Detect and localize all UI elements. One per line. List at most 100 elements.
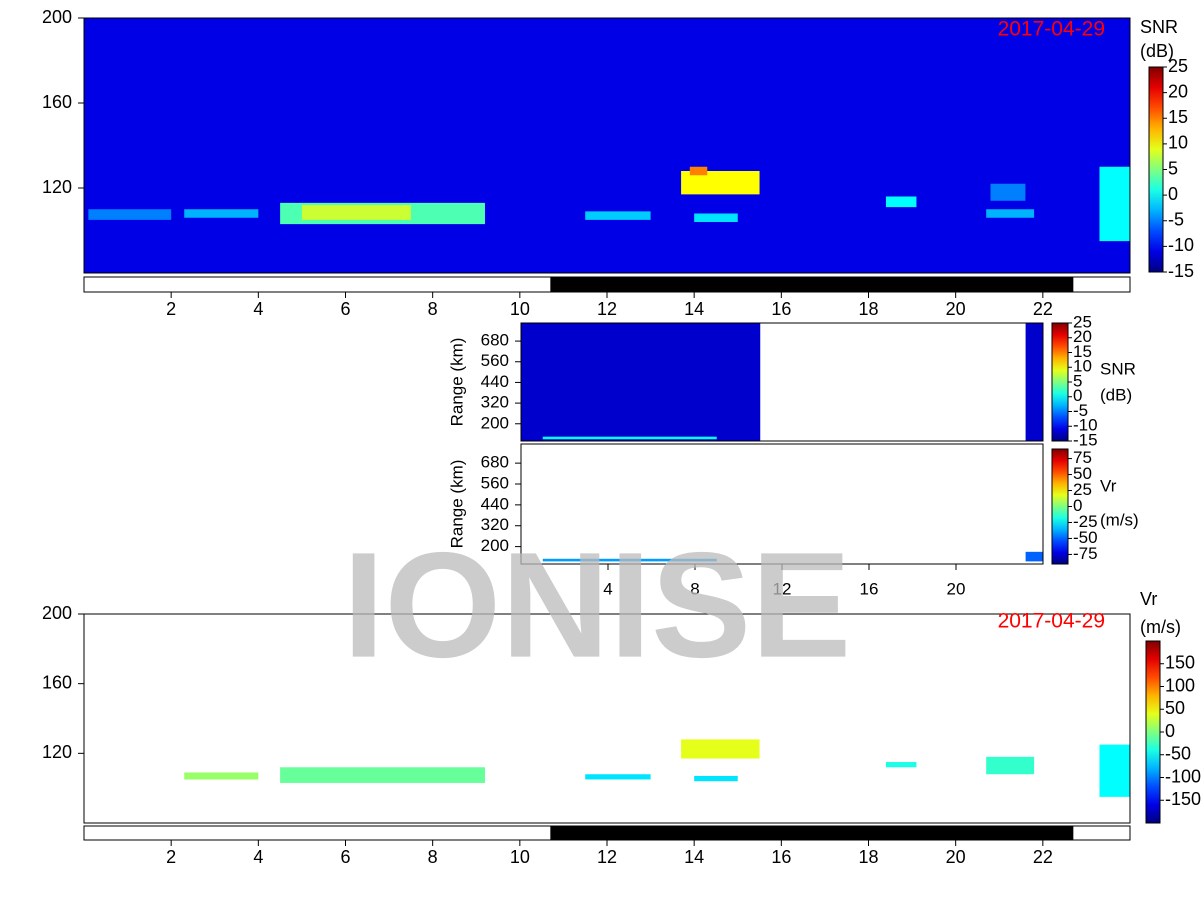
colorbar-tick-label: 25 [1168,56,1188,76]
echo-cell [885,762,917,768]
echo-cell [184,209,259,218]
colorbar-unit: (dB) [1100,385,1132,404]
y-tick-label: 560 [481,351,509,370]
echo-cell [990,183,1026,201]
colorbar-title: Vr [1100,476,1117,495]
colorbar-tick-label: 10 [1073,357,1092,376]
x-tick-label: 22 [1033,299,1053,319]
colorbar-unit: (m/s) [1140,617,1181,637]
plot-frame [83,613,1131,824]
x-tick-label: 22 [1033,847,1053,867]
colorbar-tick-label: -10 [1168,235,1194,255]
x-tick-label: 20 [946,299,966,319]
colorbar-tick-label: 75 [1073,448,1092,467]
colorbar-tick-label: 100 [1165,675,1195,695]
colorbar-title: SNR [1140,17,1178,37]
x-tick-label: 14 [684,299,704,319]
colorbar-title: Vr [1140,589,1157,609]
colorbar [1148,66,1164,273]
colorbar-tick-label: 50 [1165,698,1185,718]
colorbar-tick-label: 25 [1073,480,1092,499]
night-segment [550,826,1074,840]
background-noise [84,18,1130,273]
colorbar-unit: (dB) [1140,41,1174,61]
echo-cell [1025,551,1043,562]
colorbar-tick-label: 15 [1073,342,1092,361]
x-tick-label: 18 [858,299,878,319]
colorbar [1051,322,1069,442]
colorbar [1145,640,1161,824]
colorbar-tick-label: -5 [1168,210,1184,230]
colorbar-tick-label: -10 [1073,416,1098,435]
echo-cell [542,558,717,562]
x-tick-label: 16 [860,579,879,598]
echo-cell [1099,166,1130,242]
echo-cell [694,775,738,782]
echo-cell [885,196,917,208]
echo-cell [986,756,1035,775]
x-tick-label: 2 [166,299,176,319]
y-tick-label: 320 [481,393,509,412]
x-tick-label: 6 [340,847,350,867]
echo-cell [280,767,485,783]
y-tick-label: 440 [481,494,509,513]
x-tick-label: 16 [771,299,791,319]
x-tick-label: 12 [773,579,792,598]
echo-cell [681,739,760,759]
watermark: IONISE [343,521,851,689]
x-tick-label: 8 [428,299,438,319]
y-tick-label: 160 [42,92,72,112]
y-tick-label: 200 [481,536,509,555]
x-tick-label: 16 [771,847,791,867]
colorbar-tick-label: -75 [1073,544,1098,563]
x-tick-label: 6 [340,299,350,319]
plot-area [84,614,1130,823]
colorbar [1051,448,1069,565]
colorbar-tick-label: -15 [1168,261,1194,281]
x-tick-label: 20 [946,847,966,867]
echo-cell [585,211,651,220]
echo-cell [184,772,259,780]
y-axis-label: Range (km) [447,338,466,427]
x-tick-label: 8 [428,847,438,867]
colorbar-tick-label: -15 [1073,430,1098,449]
colorbar-tick-label: -150 [1165,789,1201,809]
x-tick-label: 4 [253,299,263,319]
y-tick-label: 200 [42,7,72,27]
colorbar-tick-label: -50 [1073,528,1098,547]
colorbar-tick-label: -5 [1073,401,1088,420]
x-tick-label: 18 [858,847,878,867]
y-tick-label: 120 [42,177,72,197]
y-tick-label: 320 [481,515,509,534]
colorbar-tick-label: -50 [1165,744,1191,764]
colorbar-tick-label: -25 [1073,512,1098,531]
colorbar-tick-label: 0 [1073,496,1082,515]
colorbar-tick-label: 5 [1073,371,1082,390]
y-tick-label: 560 [481,473,509,492]
plot-area [521,444,1043,564]
y-tick-label: 200 [42,603,72,623]
colorbar-tick-label: 20 [1168,81,1188,101]
echo-cell [681,171,760,195]
echo-cell [88,209,172,220]
colorbar-tick-label: 0 [1165,721,1175,741]
x-tick-label: 10 [510,847,530,867]
echo-cell [521,323,761,441]
echo-cell [585,774,651,780]
echo-cell [301,205,411,220]
colorbar-tick-label: 20 [1073,327,1092,346]
colorbar-tick-label: 15 [1168,107,1188,127]
echo-cell [542,436,717,440]
y-tick-label: 200 [481,413,509,432]
x-tick-label: 12 [597,299,617,319]
echo-cell [1025,323,1043,441]
x-tick-label: 4 [253,847,263,867]
colorbar-tick-label: 10 [1168,133,1188,153]
y-tick-label: 120 [42,742,72,762]
echo-cell [1099,744,1130,797]
colorbar-unit: (m/s) [1100,510,1139,529]
y-tick-label: 160 [42,672,72,692]
x-tick-label: 2 [166,847,176,867]
colorbar-tick-label: 0 [1168,184,1178,204]
